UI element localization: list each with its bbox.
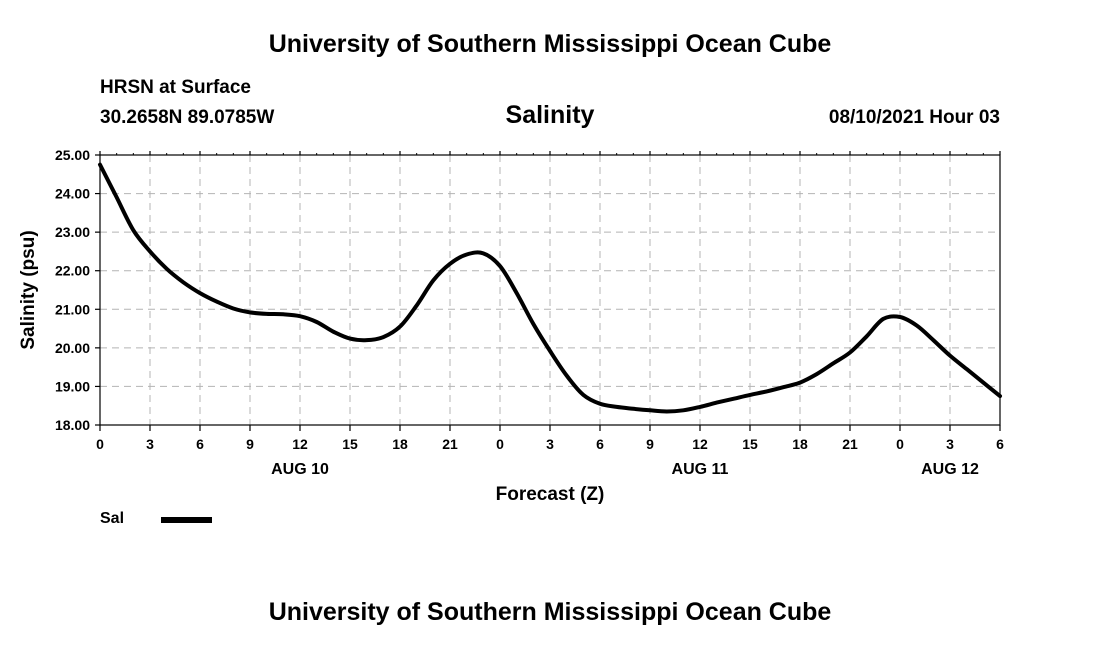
x-tick-label: 21 bbox=[842, 436, 858, 452]
day-label: AUG 12 bbox=[921, 461, 979, 478]
y-tick-label: 20.00 bbox=[55, 340, 90, 356]
x-tick-label: 12 bbox=[292, 436, 308, 452]
day-label: AUG 10 bbox=[271, 461, 329, 478]
day-label: AUG 11 bbox=[672, 461, 729, 478]
y-tick-label: 21.00 bbox=[55, 301, 90, 317]
y-tick-label: 23.00 bbox=[55, 224, 90, 240]
x-tick-label: 18 bbox=[392, 436, 408, 452]
x-tick-label: 3 bbox=[146, 436, 154, 452]
x-tick-label: 9 bbox=[646, 436, 654, 452]
x-tick-label: 15 bbox=[742, 436, 758, 452]
x-tick-label: 3 bbox=[546, 436, 554, 452]
x-tick-label: 6 bbox=[196, 436, 204, 452]
y-tick-label: 25.00 bbox=[55, 147, 90, 163]
x-tick-label: 6 bbox=[596, 436, 604, 452]
y-axis-title: Salinity (psu) bbox=[18, 230, 39, 349]
y-tick-label: 18.00 bbox=[55, 417, 90, 433]
x-tick-label: 3 bbox=[946, 436, 954, 452]
axis-labels: 0 3 6 9 12 15 18 21 0 3 6 9 12 15 18 21 0 3 6 18.00 19.00 20.… bbox=[55, 147, 1004, 478]
legend-swatch-sal bbox=[161, 517, 212, 523]
x-tick-label: 9 bbox=[246, 436, 254, 452]
x-axis-title: Forecast (Z) bbox=[496, 484, 605, 505]
legend-label-sal: Sal bbox=[100, 510, 124, 528]
x-tick-label: 15 bbox=[342, 436, 358, 452]
salinity-chart: 0 3 6 9 12 15 18 21 0 3 6 9 12 15 18 21 0 3 6 18.00 19.00 20.… bbox=[0, 0, 1100, 650]
x-tick-label: 0 bbox=[896, 436, 904, 452]
axis-ticks bbox=[95, 151, 1000, 431]
x-tick-label: 0 bbox=[496, 436, 504, 452]
y-tick-label: 19.00 bbox=[55, 378, 90, 394]
chart-bottom-title: University of Southern Mississippi Ocean… bbox=[0, 598, 1100, 627]
x-tick-label: 12 bbox=[692, 436, 708, 452]
x-tick-label: 0 bbox=[96, 436, 104, 452]
x-tick-label: 6 bbox=[996, 436, 1004, 452]
grid-lines bbox=[100, 155, 1000, 425]
y-tick-label: 22.00 bbox=[55, 263, 90, 279]
x-tick-label: 18 bbox=[792, 436, 808, 452]
x-tick-label: 21 bbox=[442, 436, 458, 452]
y-tick-label: 24.00 bbox=[55, 186, 90, 202]
